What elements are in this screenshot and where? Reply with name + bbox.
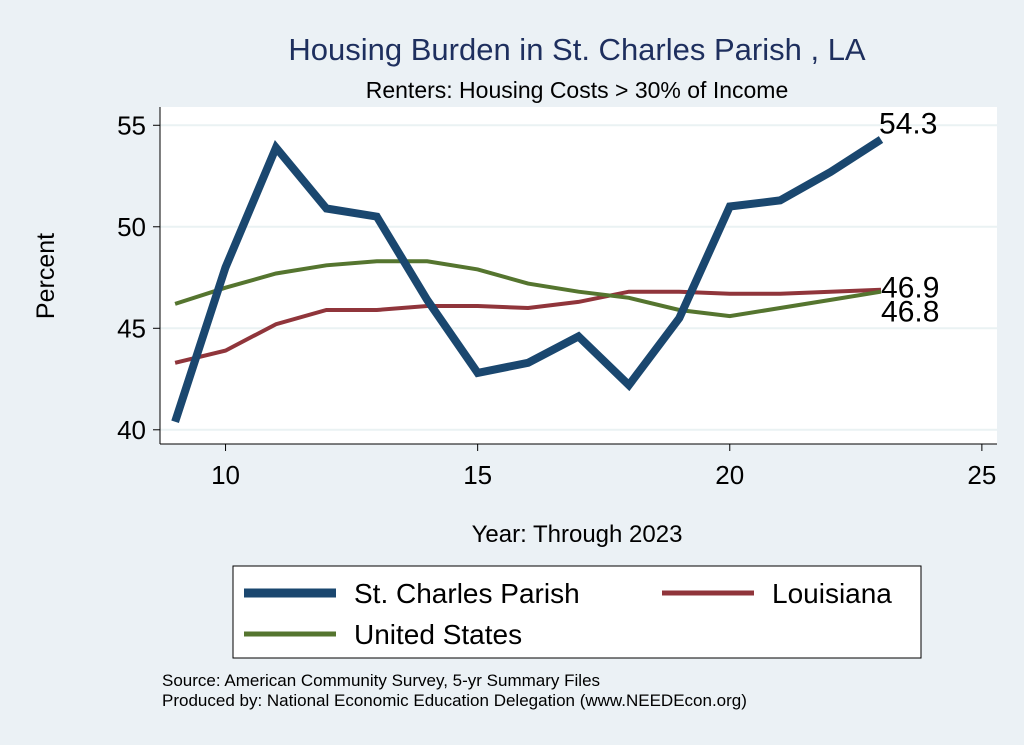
series-line-louisiana (174, 287, 882, 365)
x-tick-label: 10 (211, 460, 240, 490)
legend-label: Louisiana (772, 578, 892, 609)
series-line-united-states (174, 259, 882, 319)
plot-area (160, 107, 997, 444)
legend-box (232, 565, 922, 659)
series-line-st-charles-parish (171, 136, 884, 423)
x-tick-label: 15 (463, 460, 492, 490)
chart-title: Housing Burden in St. Charles Parish , L… (288, 32, 866, 67)
source-note: Source: American Community Survey, 5-yr … (162, 671, 601, 690)
y-tick-label: 45 (117, 313, 146, 343)
x-tick-label: 20 (715, 460, 744, 490)
y-tick-label: 50 (117, 212, 146, 242)
x-axis-label: Year: Through 2023 (472, 521, 683, 548)
series-lines (171, 136, 884, 423)
y-axis-label: Percent (32, 233, 60, 319)
axis-ticks: 40 45 50 55 10 15 20 25 (117, 110, 996, 490)
end-label: 46.8 (881, 296, 939, 329)
producer-note: Produced by: National Economic Education… (162, 691, 747, 710)
grid-lines (160, 124, 997, 431)
end-label: 46.9 (881, 272, 939, 305)
y-tick-label: 40 (117, 415, 146, 445)
y-tick-label: 55 (117, 110, 146, 140)
legend-label: United States (354, 619, 522, 650)
chart-subtitle: Renters: Housing Costs > 30% of Income (366, 77, 789, 103)
end-labels: 54.3 46.946.8 (879, 107, 939, 328)
legend: St. Charles Parish Louisiana United States (244, 578, 892, 650)
legend-label: St. Charles Parish (354, 578, 580, 609)
end-label: 54.3 (879, 107, 937, 140)
x-tick-label: 25 (967, 460, 996, 490)
